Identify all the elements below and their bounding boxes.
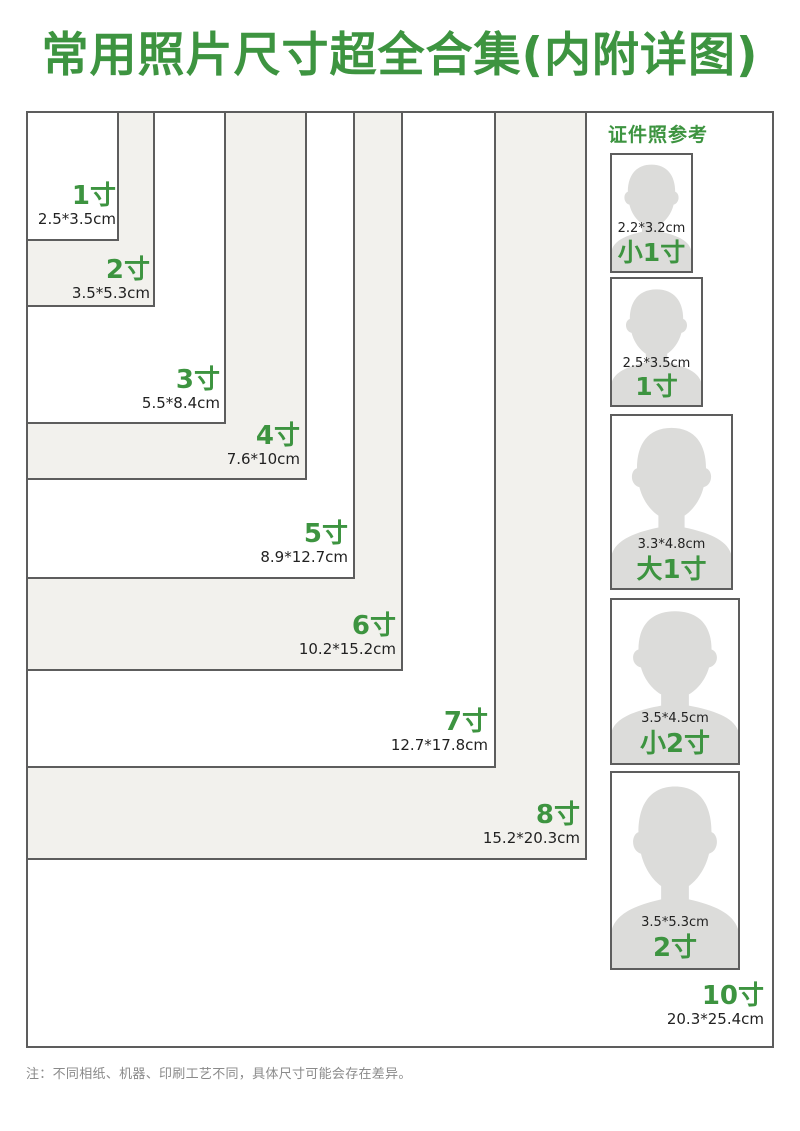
id-photo-name: 2寸: [652, 933, 698, 963]
size-dimensions: 15.2*20.3cm: [482, 829, 580, 847]
size-name: 8寸: [535, 800, 580, 830]
size-label-5: 5寸 8.9*12.7cm: [260, 520, 348, 566]
size-dimensions: 5.5*8.4cm: [141, 394, 220, 412]
size-label-3: 3寸 5.5*8.4cm: [142, 366, 220, 412]
id-photo-name: 大1寸: [636, 555, 707, 585]
size-dimensions: 8.9*12.7cm: [260, 548, 348, 566]
size-dimensions: 10.2*15.2cm: [298, 640, 396, 658]
id-photo-dimensions: 2.5*3.5cm: [622, 356, 691, 371]
size-name: 7寸: [443, 707, 488, 737]
size-dimensions: 7.6*10cm: [226, 450, 300, 468]
size-name: 6寸: [351, 611, 396, 641]
id-photo-small-1: 2.2*3.2cm 小1寸: [610, 153, 693, 273]
id-photo-dimensions: 2.2*3.2cm: [617, 221, 686, 236]
person-silhouette-icon: [612, 164, 691, 271]
size-label-10: 10寸 20.3*25.4cm: [667, 982, 764, 1028]
page-title: 常用照片尺寸超全合集(内附详图): [41, 28, 759, 83]
id-photo-dimensions: 3.5*4.5cm: [641, 711, 709, 726]
person-silhouette-icon: [612, 786, 738, 968]
id-photo-2: 3.5*5.3cm 2寸: [610, 771, 740, 970]
id-photo-name: 小1寸: [617, 238, 686, 267]
size-rect-1: [26, 111, 119, 241]
size-dimensions: 20.3*25.4cm: [666, 1010, 764, 1028]
person-silhouette-icon: [612, 427, 731, 588]
size-dimensions: 12.7*17.8cm: [390, 736, 488, 754]
person-silhouette-icon: [612, 289, 701, 405]
size-label-7: 7寸 12.7*17.8cm: [391, 708, 488, 754]
id-photo-dimensions: 3.3*4.8cm: [637, 537, 706, 552]
size-name: 3寸: [175, 365, 220, 395]
size-name: 5寸: [303, 519, 348, 549]
size-label-4: 4寸 7.6*10cm: [227, 422, 300, 468]
footnote: 注：不同相纸、机器、印刷工艺不同，具体尺寸可能会存在差异。: [26, 1067, 412, 1082]
size-name: 10寸: [701, 981, 764, 1011]
size-name: 2寸: [105, 255, 150, 285]
size-name: 4寸: [255, 421, 300, 451]
person-silhouette-icon: [612, 611, 738, 763]
size-label-8: 8寸 15.2*20.3cm: [483, 801, 580, 847]
size-label-6: 6寸 10.2*15.2cm: [299, 612, 396, 658]
size-label-2: 2寸 3.5*5.3cm: [72, 256, 150, 302]
id-photo-dimensions: 3.5*5.3cm: [641, 915, 709, 930]
id-photo-1: 2.5*3.5cm 1寸: [610, 277, 703, 407]
id-photo-section-title: 证件照参考: [608, 124, 709, 146]
size-dimensions: 2.5*3.5cm: [37, 210, 116, 228]
id-photo-large-1: 3.3*4.8cm 大1寸: [610, 414, 733, 590]
id-photo-small-2: 3.5*4.5cm 小2寸: [610, 598, 740, 765]
size-name: 1寸: [71, 181, 116, 211]
id-photo-name: 1寸: [635, 372, 678, 401]
id-photo-name: 小2寸: [639, 729, 711, 759]
size-label-1: 1寸 2.5*3.5cm: [38, 182, 116, 228]
size-dimensions: 3.5*5.3cm: [71, 284, 150, 302]
